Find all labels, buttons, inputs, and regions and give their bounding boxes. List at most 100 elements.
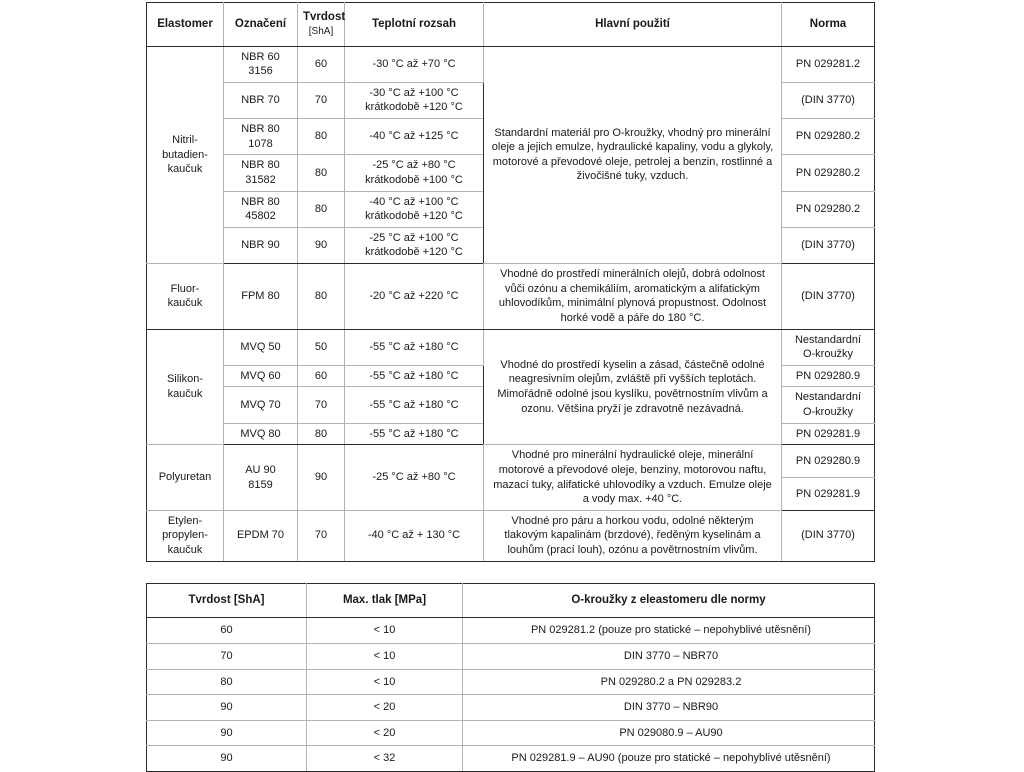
- designation-line: NBR 80: [241, 195, 280, 208]
- temperature-line: -40 °C až + 130 °C: [367, 529, 461, 542]
- hardness-cell: 60: [297, 364, 345, 388]
- norm-cell: PN 029080.9 – AU90: [462, 719, 875, 747]
- designation-line: NBR 70: [241, 94, 280, 107]
- temperature-line: -30 °C až +70 °C: [372, 57, 456, 70]
- norm-cell: (DIN 3770): [781, 226, 875, 265]
- designation-cell: NBR 60 3156: [223, 45, 298, 83]
- elastomer-group-name-nbr: Nitril- butadien- kaučuk: [146, 45, 224, 265]
- elastomer-line: propylen-: [162, 529, 208, 542]
- temperature-cell: -55 °C až +180 °C: [344, 328, 484, 366]
- elastomer-line: Fluor-: [170, 282, 200, 295]
- column-header-temperature: Teplotní rozsah: [344, 2, 484, 47]
- norm-line: Nestandardní: [794, 333, 862, 346]
- designation-cell: MVQ 50: [223, 328, 298, 366]
- max-pressure-cell: < 20: [306, 694, 463, 721]
- table-row: 80 < 10 PN 029280.2 a PN 029283.2: [146, 668, 875, 696]
- temperature-line: -40 °C až +100 °C: [369, 195, 459, 208]
- norm-cell: PN 029281.9: [781, 477, 875, 511]
- table-row: NBR 80 1078 80 -40 °C až +125 °C PN 0292…: [147, 118, 875, 156]
- elastomer-line: Etylen-: [167, 514, 203, 527]
- norm-line: O-kroužky: [802, 348, 854, 361]
- usage-cell-fpm: Vhodné do prostředí minerálních olejů, d…: [483, 263, 782, 330]
- elastomer-group-name-fpm: Fluor- kaučuk: [146, 263, 224, 330]
- hardness-cell: 80: [297, 422, 345, 446]
- norm-cell: PN 029281.9: [781, 422, 875, 446]
- temperature-cell: -40 °C až +100 °C krátkodobě +120 °C: [344, 190, 484, 228]
- table-row: Nitril- butadien- kaučuk NBR 60 3156 60 …: [146, 45, 875, 265]
- elastomer-group-name-epdm: Etylen- propylen- kaučuk: [146, 509, 224, 562]
- hardness-cell: 60: [297, 45, 345, 83]
- usage-cell-mvq: Vhodné do prostředí kyselin a zásad, čás…: [483, 328, 782, 446]
- designation-line: AU 90: [245, 463, 276, 476]
- column-header-hardness: Tvrdost [ShA]: [297, 2, 345, 47]
- table-row: NBR 80 45802 80 -40 °C až +100 °C krátko…: [147, 190, 875, 228]
- hardness-cell: 70: [297, 509, 345, 562]
- norm-cell: PN 029280.9: [781, 444, 875, 479]
- temperature-cell: -55 °C až +180 °C: [344, 422, 484, 446]
- temperature-cell: -55 °C až +180 °C: [344, 364, 484, 388]
- norm-line: Nestandardní: [794, 391, 862, 404]
- norm-cell: PN 029280.2: [781, 154, 875, 192]
- pressure-table-header: Tvrdost [ShA] Max. tlak [MPa] O-kroužky …: [146, 582, 875, 619]
- elastomer-line: Silikon-: [166, 373, 204, 386]
- table-header-row: Tvrdost [ShA] Max. tlak [MPa] O-kroužky …: [146, 582, 875, 619]
- norm-line: PN 029281.9: [795, 427, 861, 440]
- temperature-cell: -30 °C až +70 °C: [344, 45, 484, 83]
- table-row: Etylen- propylen- kaučuk EPDM 70 70 -40 …: [146, 509, 875, 562]
- designation-cell: FPM 80: [223, 263, 298, 330]
- designation-cell: MVQ 80: [223, 422, 298, 446]
- elastomer-line: Polyuretan: [158, 471, 212, 484]
- hardness-cell: 80: [297, 154, 345, 192]
- table-row: NBR 70 70 -30 °C až +100 °C krátkodobě +…: [147, 81, 875, 120]
- temperature-cell: -20 °C až +220 °C: [344, 263, 484, 330]
- table-row: Fluor- kaučuk FPM 80 80 -20 °C až +220 °…: [146, 263, 875, 330]
- hardness-cell: 70: [297, 386, 345, 424]
- temperature-cell: -30 °C až +100 °C krátkodobě +120 °C: [344, 81, 484, 120]
- elastomer-line: butadien-: [162, 148, 208, 161]
- pressure-table-body: 60 < 10 PN 029281.2 (pouze pro statické …: [146, 617, 875, 772]
- norm-cell: DIN 3770 – NBR70: [462, 642, 875, 670]
- designation-line: 45802: [245, 210, 276, 223]
- temperature-cell: -40 °C až + 130 °C: [344, 509, 484, 562]
- designation-line: NBR 60: [241, 50, 280, 63]
- designation-line: NBR 80: [241, 123, 280, 136]
- hardness-cell: 80: [297, 190, 345, 228]
- elastomer-line: kaučuk: [167, 163, 203, 176]
- designation-line: 8159: [248, 478, 273, 491]
- norm-cell: PN 029280.2: [781, 118, 875, 156]
- temperature-cell: -25 °C až +100 °C krátkodobě +120 °C: [344, 226, 484, 265]
- hardness-cell: 80: [146, 668, 307, 696]
- designation-cell: NBR 70: [223, 81, 298, 120]
- norm-cell: DIN 3770 – NBR90: [462, 694, 875, 721]
- temperature-line: -55 °C až +180 °C: [369, 427, 459, 440]
- temperature-line: -55 °C až +180 °C: [369, 398, 459, 411]
- elastomer-group-name-mvq: Silikon- kaučuk: [146, 328, 224, 446]
- hardness-cell: 80: [297, 118, 345, 156]
- temperature-cell: -55 °C až +180 °C: [344, 386, 484, 424]
- column-header-max-pressure: Max. tlak [MPa]: [306, 582, 463, 619]
- temperature-line: -25 °C až +80 °C: [372, 471, 456, 484]
- designation-cell: MVQ 60: [223, 364, 298, 388]
- temperature-line: -20 °C až +220 °C: [369, 290, 459, 303]
- column-header-oring-norm: O-kroužky z eleastomeru dle normy: [462, 582, 875, 619]
- temperature-line: krátkodobě +120 °C: [365, 101, 463, 114]
- norm-cell: Nestandardní O-kroužky: [781, 386, 875, 424]
- designation-cell: NBR 80 1078: [223, 118, 298, 156]
- elastomer-line: kaučuk: [167, 544, 203, 557]
- hardness-cell: 90: [146, 694, 307, 721]
- temperature-line: -55 °C až +180 °C: [369, 369, 459, 382]
- temperature-line: -55 °C až +180 °C: [369, 340, 459, 353]
- table-row: 70 < 10 DIN 3770 – NBR70: [146, 642, 875, 670]
- temperature-cell: -25 °C až +80 °C: [344, 444, 484, 511]
- pressure-norm-table: Tvrdost [ShA] Max. tlak [MPa] O-kroužky …: [146, 582, 875, 772]
- usage-cell-au: Vhodné pro minerální hydraulické oleje, …: [483, 444, 782, 511]
- designation-line: 31582: [245, 173, 276, 186]
- column-header-hardness-unit: [ShA]: [308, 26, 334, 38]
- table-row: MVQ 70 70 -55 °C až +180 °C Nestandardní…: [147, 386, 875, 424]
- temperature-line: krátkodobě +120 °C: [365, 246, 463, 259]
- hardness-cell: 60: [146, 617, 307, 644]
- table-row: 90 < 20 PN 029080.9 – AU90: [146, 719, 875, 747]
- elastomer-line: kaučuk: [167, 387, 203, 400]
- temperature-line: -25 °C až +80 °C: [372, 159, 456, 172]
